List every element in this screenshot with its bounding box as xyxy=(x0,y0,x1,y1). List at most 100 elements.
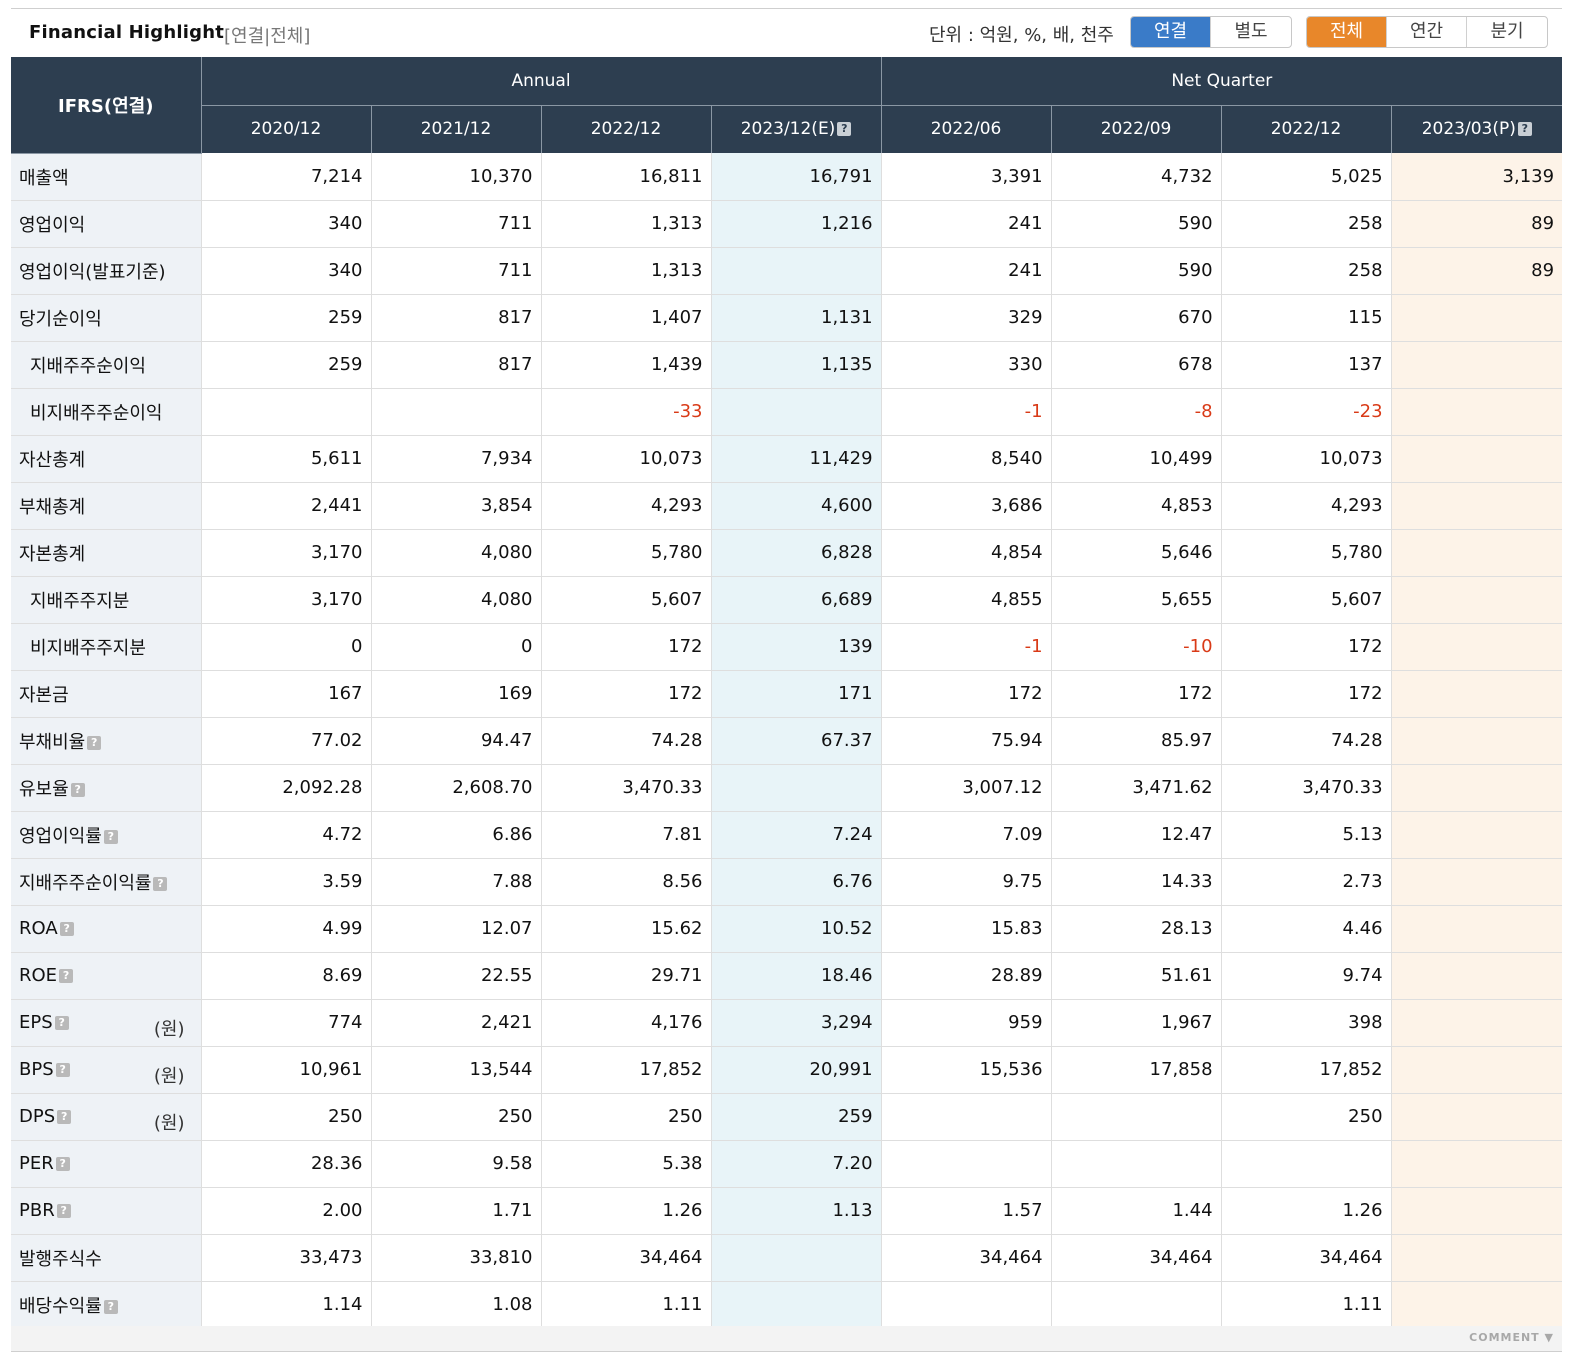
value-cell: -10 xyxy=(1051,623,1222,671)
value-cell: 4.99 xyxy=(201,905,372,953)
row-label-cell: ROE? xyxy=(11,952,202,1000)
value-cell: 2,421 xyxy=(371,999,542,1047)
column-header: 2022/12 xyxy=(541,105,712,153)
period-quarter-button[interactable]: 분기 xyxy=(1490,21,1524,42)
basis-toggle: 연결 별도 xyxy=(1130,16,1292,48)
row-label-cell: 유보율? xyxy=(11,764,202,812)
table-row: EPS? (원) 774 2,421 4,176 3,294 959 1,967 398 xyxy=(11,999,1563,1047)
value-cell: 1,135 xyxy=(711,341,882,389)
value-cell: 4,855 xyxy=(881,576,1052,624)
question-mark-icon[interactable]: ? xyxy=(837,122,852,137)
row-label: 지배주주순이익 xyxy=(30,355,146,377)
value-cell: 1,439 xyxy=(541,341,712,389)
question-mark-icon[interactable]: ? xyxy=(55,1157,70,1171)
chevron-down-icon: ▼ xyxy=(1544,1331,1554,1344)
value-cell: 1,313 xyxy=(541,200,712,248)
table-row: 영업이익률? 4.72 6.86 7.81 7.24 7.09 12.47 5.13 xyxy=(11,811,1563,859)
value-cell xyxy=(1391,294,1563,342)
value-cell: 7.09 xyxy=(881,811,1052,859)
value-cell: 20,991 xyxy=(711,1046,882,1094)
value-cell: 17,858 xyxy=(1051,1046,1222,1094)
value-cell: 17,852 xyxy=(541,1046,712,1094)
value-cell: 1.44 xyxy=(1051,1187,1222,1235)
table-row: ROA? 4.99 12.07 15.62 10.52 15.83 28.13 4.46 xyxy=(11,905,1563,953)
question-mark-icon[interactable]: ? xyxy=(57,1110,72,1124)
value-cell: 2,441 xyxy=(201,482,372,530)
value-cell: 340 xyxy=(201,247,372,295)
comment-toggle[interactable]: COMMENT ▼ xyxy=(1469,1331,1554,1344)
value-cell: 115 xyxy=(1221,294,1392,342)
table-row: PBR? 2.00 1.71 1.26 1.13 1.57 1.44 1.26 xyxy=(11,1187,1563,1235)
period-toggle: 전체 연간 분기 xyxy=(1306,16,1548,48)
value-cell: 5,655 xyxy=(1051,576,1222,624)
column-header: 2022/12 xyxy=(1221,105,1392,153)
value-cell: 33,810 xyxy=(371,1234,542,1282)
value-cell: 34,464 xyxy=(881,1234,1052,1282)
value-cell xyxy=(1391,623,1563,671)
row-label: 지배주주지분 xyxy=(30,590,130,612)
question-mark-icon[interactable]: ? xyxy=(59,922,74,936)
value-cell: 172 xyxy=(541,623,712,671)
question-mark-icon[interactable]: ? xyxy=(87,735,102,750)
row-label-cell: 영업이익 xyxy=(11,200,202,248)
value-cell xyxy=(201,388,372,436)
row-label: 자본금 xyxy=(19,684,69,706)
row-label: 비지배주주지분 xyxy=(30,637,146,659)
value-cell: 2.73 xyxy=(1221,858,1392,906)
table-row: ROE? 8.69 22.55 29.71 18.46 28.89 51.61 9.74 xyxy=(11,952,1563,1000)
value-cell xyxy=(1051,1140,1222,1188)
value-cell: 15,536 xyxy=(881,1046,1052,1094)
panel-header: Financial Highlight [연결|전체] 단위 : 억원, %, … xyxy=(11,8,1562,58)
question-mark-icon[interactable]: ? xyxy=(55,1063,70,1077)
row-unit: (원) xyxy=(153,1065,185,1087)
value-cell xyxy=(1391,764,1563,812)
value-cell: 250 xyxy=(1221,1093,1392,1141)
value-cell: 67.37 xyxy=(711,717,882,765)
question-mark-icon[interactable]: ? xyxy=(103,829,118,844)
value-cell: 77.02 xyxy=(201,717,372,765)
value-cell: 711 xyxy=(371,247,542,295)
question-mark-icon[interactable]: ? xyxy=(56,1204,71,1218)
value-cell: 5,780 xyxy=(1221,529,1392,577)
question-mark-icon[interactable]: ? xyxy=(70,782,85,797)
value-cell: 250 xyxy=(371,1093,542,1141)
value-cell: 6,828 xyxy=(711,529,882,577)
row-label-cell: BPS? (원) xyxy=(11,1046,202,1094)
basis-separate-button[interactable]: 별도 xyxy=(1234,21,1268,42)
value-cell: 4,293 xyxy=(1221,482,1392,530)
row-label: 유보율 xyxy=(19,778,69,800)
value-cell: 258 xyxy=(1221,247,1392,295)
question-mark-icon[interactable]: ? xyxy=(153,876,168,891)
basis-consolidated-button[interactable]: 연결 xyxy=(1131,17,1211,47)
column-header-label: 2022/06 xyxy=(930,119,1002,140)
question-mark-icon[interactable]: ? xyxy=(103,1299,118,1314)
period-all-button[interactable]: 전체 xyxy=(1307,17,1387,47)
value-cell xyxy=(1391,529,1563,577)
value-cell: -1 xyxy=(881,388,1052,436)
financial-table: IFRS(연결) Annual Net Quarter 2020/12 2021/… xyxy=(11,57,1563,1329)
row-label-cell: 자본금 xyxy=(11,670,202,718)
table-row: DPS? (원) 250 250 250 259 250 xyxy=(11,1093,1563,1141)
value-cell: 34,464 xyxy=(1051,1234,1222,1282)
value-cell: 51.61 xyxy=(1051,952,1222,1000)
column-header: 2023/12(E)? xyxy=(711,105,882,153)
table-row: 자산총계 5,611 7,934 10,073 11,429 8,540 10,499 10,… xyxy=(11,435,1563,483)
period-annual-button[interactable]: 연간 xyxy=(1387,17,1467,47)
row-label: ROE xyxy=(19,965,58,986)
value-cell: 167 xyxy=(201,670,372,718)
question-mark-icon[interactable]: ? xyxy=(54,1016,69,1030)
value-cell: 169 xyxy=(371,670,542,718)
table-row: 자본총계 3,170 4,080 5,780 6,828 4,854 5,646 5,780 xyxy=(11,529,1563,577)
question-mark-icon[interactable]: ? xyxy=(59,969,74,983)
question-mark-icon[interactable]: ? xyxy=(1517,122,1532,137)
column-header: 2020/12 xyxy=(201,105,372,153)
value-cell xyxy=(1391,1140,1563,1188)
value-cell xyxy=(1221,1140,1392,1188)
value-cell: 250 xyxy=(541,1093,712,1141)
value-cell: 774 xyxy=(201,999,372,1047)
value-cell: 3,139 xyxy=(1391,153,1563,201)
value-cell xyxy=(1391,482,1563,530)
value-cell: 4,854 xyxy=(881,529,1052,577)
table-row: 배당수익률? 1.14 1.08 1.11 1.11 xyxy=(11,1281,1563,1329)
row-label-cell: 배당수익률? xyxy=(11,1281,202,1329)
